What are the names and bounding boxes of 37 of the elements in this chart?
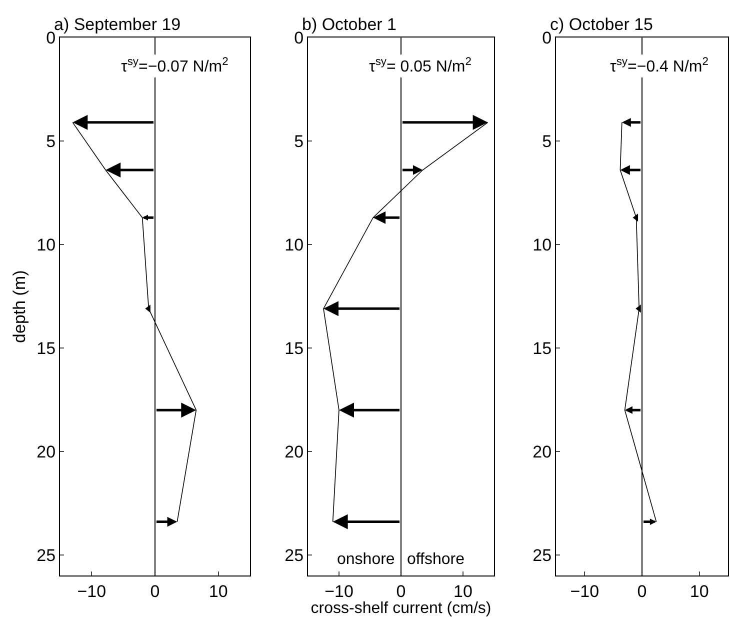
x-tick-label: −10 [570, 582, 600, 602]
x-tick-label: 10 [690, 582, 709, 602]
chart-title: b) October 1 [302, 15, 396, 34]
y-tick-label: 15 [284, 338, 304, 358]
x-tick-label: 0 [150, 582, 160, 602]
annotation: τ$^{sy}$= 0.05 N/m$^{2}$ [369, 56, 472, 76]
y-tick-label: 20 [284, 442, 304, 462]
y-tick-label: 20 [36, 442, 56, 462]
y-tick-label: 25 [284, 546, 304, 565]
y-tick-label: 15 [36, 338, 56, 358]
y-tick-label: 10 [532, 235, 552, 254]
y-tick-label: 0 [294, 28, 304, 48]
annotation: onshore [337, 551, 395, 568]
y-tick-label: 20 [532, 442, 552, 462]
y-tick-label: 0 [542, 28, 552, 48]
y-tick-label: 5 [294, 132, 304, 151]
x-axis-title: cross-shelf current (cm/s) [310, 600, 492, 617]
y-tick-label: 15 [532, 338, 552, 358]
y-tick-label: 5 [542, 132, 552, 151]
y-tick-label: 25 [36, 546, 56, 565]
x-tick-label: 0 [637, 582, 647, 602]
x-tick-label: −10 [77, 582, 106, 602]
annotation: τ$^{sy}$=−0.07 N/m$^{2}$ [121, 56, 228, 76]
chart-title: c) October 15 [550, 15, 653, 34]
x-tick-label: 10 [454, 582, 472, 602]
chart-title: a) September 19 [54, 15, 181, 34]
y-tick-label: 5 [46, 132, 56, 151]
annotation: offshore [407, 551, 465, 568]
y-tick-label: 10 [36, 235, 56, 254]
x-tick-label: 0 [396, 582, 406, 602]
annotation: τ$^{sy}$=−0.4 N/m$^{2}$ [610, 56, 708, 76]
y-tick-label: 0 [46, 28, 56, 48]
x-tick-label: −10 [324, 582, 354, 602]
y-tick-label: 10 [284, 235, 304, 254]
x-tick-label: 10 [208, 582, 228, 602]
y-axis-title: depth (m) [10, 270, 30, 343]
y-tick-label: 25 [532, 546, 552, 565]
